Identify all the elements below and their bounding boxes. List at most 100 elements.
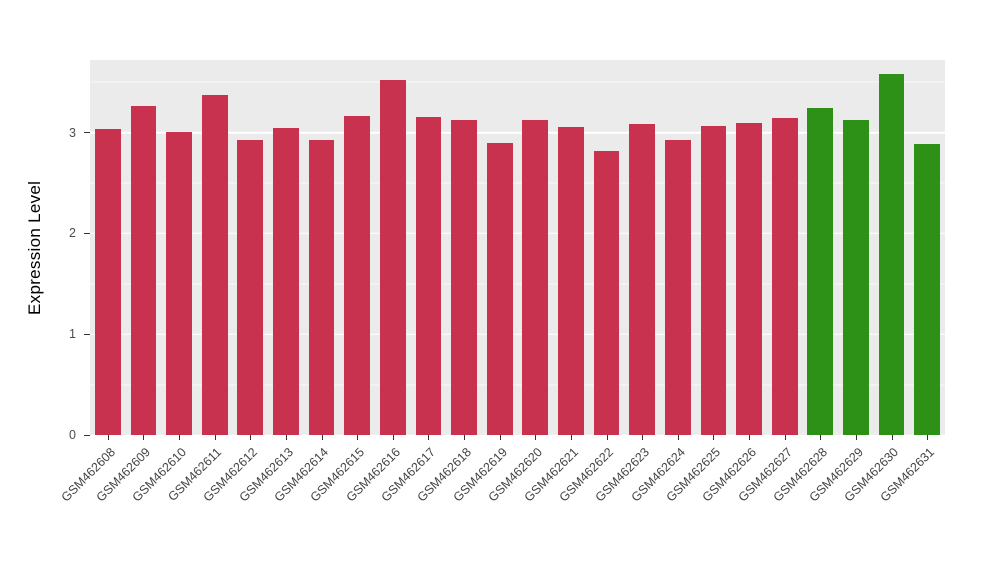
- bar-GSM462622: [593, 150, 620, 435]
- bar-GSM462617: [415, 117, 442, 435]
- bar-cell: [909, 60, 945, 435]
- bar-cell: [874, 60, 910, 435]
- bar-GSM462608: [94, 128, 121, 435]
- x-tick-mark: [143, 435, 145, 440]
- x-tick-mark: [464, 435, 466, 440]
- x-tick-mark: [285, 435, 287, 440]
- x-tick-mark: [392, 435, 394, 440]
- bar-GSM462621: [558, 126, 584, 435]
- bar-GSM462627: [771, 118, 798, 435]
- x-tick-mark: [321, 435, 323, 440]
- y-tick-label: 1: [69, 327, 76, 342]
- x-tick-cell: [696, 435, 732, 441]
- bar-GSM462610: [166, 131, 192, 435]
- x-tick-mark: [891, 435, 893, 440]
- bar-GSM462620: [522, 120, 549, 435]
- x-tick-cell: [624, 435, 660, 441]
- bar-GSM462611: [201, 95, 228, 435]
- x-tick-mark: [428, 435, 430, 440]
- x-tick-cell: [767, 435, 803, 441]
- bar-cell: [482, 60, 518, 435]
- bar-GSM462630: [878, 74, 905, 435]
- major-gridline: [90, 434, 945, 436]
- major-gridline: [90, 131, 945, 134]
- bar-cell: [518, 60, 554, 435]
- bar-cell: [90, 60, 126, 435]
- x-tick-cell: [874, 435, 910, 441]
- major-gridline: [90, 333, 945, 335]
- bar-cell: [660, 60, 696, 435]
- minor-gridline: [90, 384, 945, 386]
- bar-GSM462625: [700, 125, 727, 435]
- x-tick-mark: [713, 435, 715, 440]
- bar-cell: [411, 60, 447, 435]
- y-tick-label: 2: [69, 226, 76, 241]
- x-tick-mark: [179, 435, 181, 440]
- y-tick-mark: [84, 434, 90, 436]
- bar-GSM462612: [237, 139, 264, 435]
- x-tick-mark: [927, 435, 929, 440]
- x-tick-cell: [375, 435, 411, 441]
- y-tick-label: 0: [69, 428, 76, 442]
- x-tick-cell: [268, 435, 304, 441]
- bar-GSM462631: [914, 143, 940, 435]
- bar-GSM462624: [664, 139, 691, 435]
- x-tick-cell: [197, 435, 233, 441]
- bar-GSM462626: [736, 122, 762, 435]
- bar-cell: [339, 60, 375, 435]
- bar-cell: [446, 60, 482, 435]
- x-tick-cell: [304, 435, 340, 441]
- x-tick-cell: [90, 435, 126, 441]
- y-tick-mark: [84, 232, 90, 234]
- x-tick-mark: [214, 435, 216, 440]
- x-tick-cell: [589, 435, 625, 441]
- x-tick-mark: [642, 435, 644, 440]
- bar-GSM462616: [379, 80, 406, 435]
- bar-GSM462609: [130, 106, 157, 435]
- bar-GSM462629: [843, 120, 869, 435]
- bar-cell: [803, 60, 839, 435]
- x-tick-cell: [233, 435, 269, 441]
- bar-cell: [233, 60, 269, 435]
- x-tick-mark: [606, 435, 608, 440]
- bar-cell: [767, 60, 803, 435]
- x-tick-cell: [161, 435, 197, 441]
- bar-cell: [731, 60, 767, 435]
- bar-cell: [838, 60, 874, 435]
- x-tick-mark: [855, 435, 857, 440]
- bar-GSM462613: [273, 127, 299, 435]
- x-tick-cell: [482, 435, 518, 441]
- bar-cell: [696, 60, 732, 435]
- x-tick-mark: [677, 435, 679, 440]
- major-gridline: [90, 232, 945, 235]
- x-tick-cell: [518, 435, 554, 441]
- bar-cell: [624, 60, 660, 435]
- bar-GSM462615: [344, 116, 370, 435]
- x-tick-cell: [909, 435, 945, 441]
- x-tick-mark: [357, 435, 359, 440]
- minor-gridline: [90, 283, 945, 285]
- x-tick-mark: [535, 435, 537, 440]
- x-tick-mark: [107, 435, 109, 440]
- bar-GSM462619: [486, 142, 513, 435]
- x-tick-cell: [411, 435, 447, 441]
- x-tick-cell: [126, 435, 162, 441]
- x-tick-cell: [446, 435, 482, 441]
- bar-GSM462618: [451, 120, 477, 435]
- grid-layer: [90, 60, 945, 436]
- bar-cell: [304, 60, 340, 435]
- y-tick-mark: [84, 333, 90, 335]
- x-tick-cell: [553, 435, 589, 441]
- minor-gridline: [90, 182, 945, 184]
- y-tick-mark: [84, 132, 90, 134]
- plot-panel: [90, 60, 945, 436]
- x-tick-mark: [820, 435, 822, 440]
- x-tick-cell: [731, 435, 767, 441]
- y-tick-label: 3: [69, 125, 76, 140]
- x-tick-mark: [784, 435, 786, 440]
- x-tick-cell: [838, 435, 874, 441]
- bar-cell: [161, 60, 197, 435]
- bars-layer: [90, 60, 945, 435]
- x-tick-cell: [660, 435, 696, 441]
